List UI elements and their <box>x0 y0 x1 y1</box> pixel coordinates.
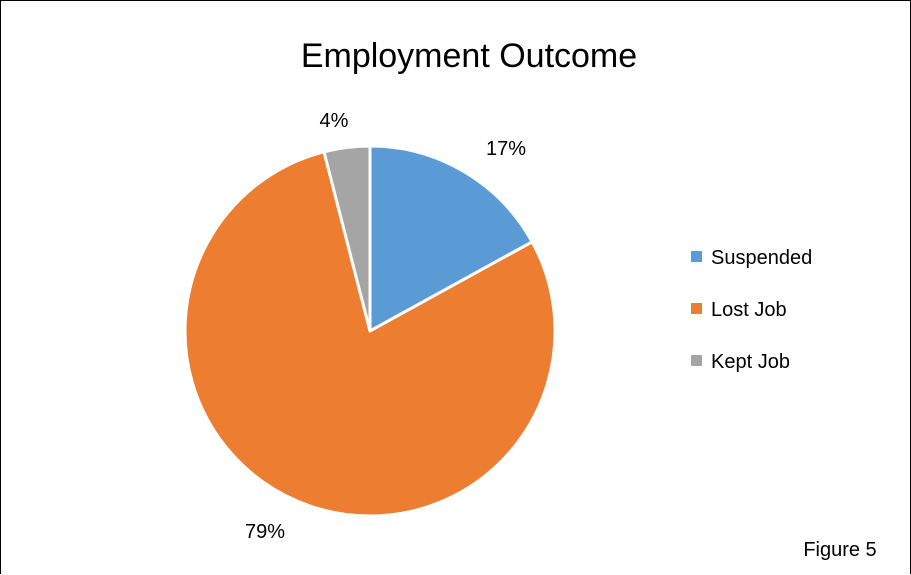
pie-slice-suspended <box>368 144 534 333</box>
legend-swatch-suspended <box>691 251 702 262</box>
legend-swatch-lost-job <box>691 303 702 314</box>
pie-data-labels: 17% 79% 4% <box>245 110 526 543</box>
data-label-kept-job: 4% <box>320 110 349 132</box>
pie-slice-lost-job <box>183 150 557 518</box>
legend: Suspended Lost Job Kept Job <box>691 247 812 373</box>
legend-label-lost-job: Lost Job <box>711 299 787 321</box>
legend-label-kept-job: Kept Job <box>711 351 790 373</box>
data-label-lost-job: 79% <box>245 521 285 543</box>
pie-slice-kept-job <box>322 144 372 333</box>
legend-label-suspended: Suspended <box>711 247 812 269</box>
figure-caption: Figure 5 <box>803 539 876 561</box>
data-label-suspended: 17% <box>486 138 526 160</box>
pie-slices <box>183 144 557 518</box>
legend-swatch-kept-job <box>691 355 702 366</box>
chart-title: Employment Outcome <box>301 37 637 75</box>
